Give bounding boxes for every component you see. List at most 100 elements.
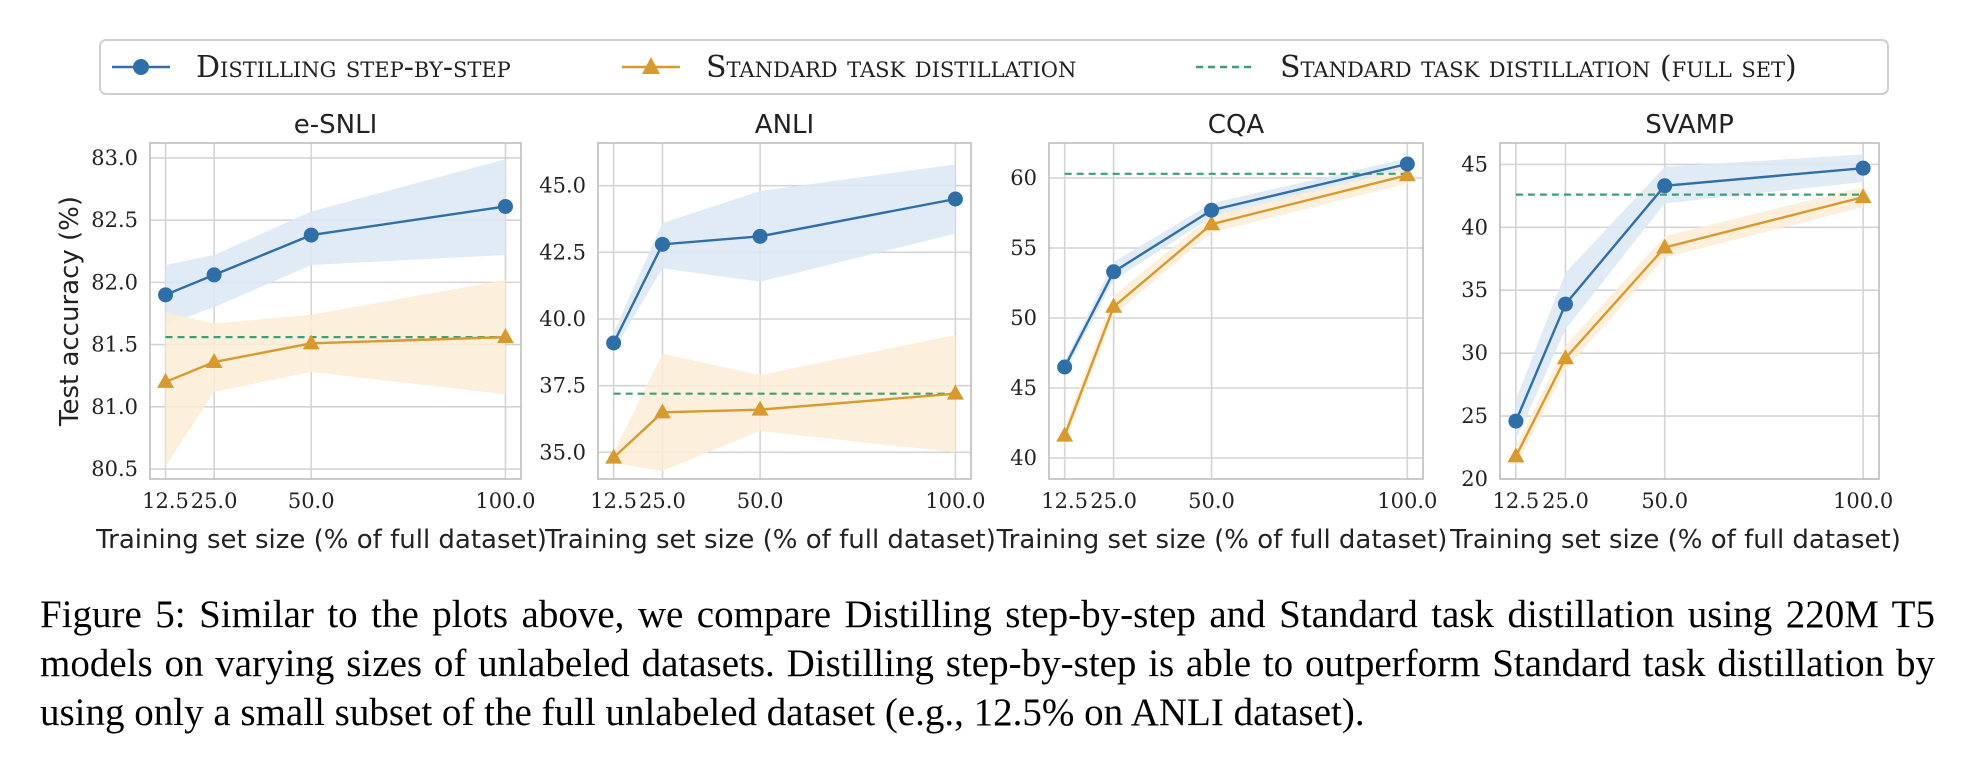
band-standard xyxy=(613,335,956,471)
x-tick-label: 12.5 xyxy=(590,489,637,513)
axes-frame xyxy=(1499,142,1880,480)
x-tick-label: 25.0 xyxy=(1542,489,1589,513)
legend-label-standard: Standard task distillation xyxy=(706,50,1076,85)
y-tick-label: 82.0 xyxy=(91,270,138,294)
band-step-by-step xyxy=(1064,158,1408,373)
figure-caption: Figure 5: Similar to the plots above, we… xyxy=(40,593,1935,734)
point-step-by-step xyxy=(752,228,768,244)
y-tick-label: 42.5 xyxy=(539,240,586,264)
x-tick-label: 12.5 xyxy=(1041,489,1088,513)
series-line-step-by-step xyxy=(612,197,956,344)
point-step-by-step xyxy=(654,236,670,252)
series-line-standard xyxy=(612,392,956,459)
point-standard xyxy=(751,400,769,416)
panel-title-svamp: SVAMP xyxy=(1645,110,1734,140)
x-axis-label: Training set size (% of full dataset) xyxy=(95,525,547,555)
point-step-by-step xyxy=(947,191,963,207)
axes-frame xyxy=(597,142,972,480)
legend-label-step-by-step: Distilling step-by-step xyxy=(196,50,511,85)
figure: Distilling step-by-step Standard task di… xyxy=(55,39,1901,555)
x-tick-label: 100.0 xyxy=(1377,489,1437,513)
point-standard xyxy=(1507,447,1525,463)
band-step-by-step xyxy=(613,164,956,351)
y-tick-label: 35 xyxy=(1461,278,1488,302)
panel-title-cqa: CQA xyxy=(1208,110,1265,140)
y-tick-label: 55 xyxy=(1010,236,1037,260)
band-step-by-step xyxy=(165,159,506,325)
series-line-step-by-step xyxy=(1063,162,1408,368)
point-step-by-step xyxy=(1508,413,1524,429)
point-standard xyxy=(653,403,671,419)
point-step-by-step xyxy=(1399,156,1415,172)
x-tick-label: 25.0 xyxy=(639,489,686,513)
panel-anli: 35.0 37.5 40.0 42.5 45.0 12.5 25.0 50.0 100.0 ANL… xyxy=(539,110,996,555)
y-tick-label: 40 xyxy=(1010,446,1037,470)
point-standard xyxy=(157,372,175,388)
band-standard xyxy=(1515,187,1864,467)
x-tick-label: 12.5 xyxy=(142,489,189,513)
legend-label-full-set: Standard task distillation (full set) xyxy=(1280,50,1797,85)
point-step-by-step xyxy=(1204,202,1220,218)
point-standard xyxy=(1056,426,1074,442)
series-line-standard xyxy=(1063,174,1408,437)
point-step-by-step xyxy=(1855,160,1871,176)
axes-frame xyxy=(149,142,522,480)
series-line-standard xyxy=(1514,195,1864,457)
y-tick-label: 45 xyxy=(1010,376,1037,400)
x-tick-label: 50.0 xyxy=(1641,489,1688,513)
band-standard xyxy=(165,279,506,467)
x-tick-label: 100.0 xyxy=(475,489,535,513)
panel-esnli: 80.5 81.0 81.5 82.0 82.5 83.0 12.5 25.0 50.0 100.… xyxy=(55,110,547,555)
y-tick-label: 60 xyxy=(1010,166,1037,190)
y-tick-label: 30 xyxy=(1461,341,1488,365)
x-tick-label: 100.0 xyxy=(1833,489,1893,513)
point-step-by-step xyxy=(158,287,174,303)
y-axis-label: Test accuracy (%) xyxy=(55,196,85,427)
point-standard xyxy=(1556,349,1574,365)
panel-svamp: 20 25 30 35 40 45 12.5 25.0 50.0 100.0 SVAMP Traini… xyxy=(1449,110,1901,555)
series-line-standard xyxy=(165,335,506,384)
y-tick-label: 40 xyxy=(1461,215,1488,239)
legend-frame xyxy=(99,39,1889,95)
x-tick-label: 25.0 xyxy=(191,489,238,513)
y-tick-label: 25 xyxy=(1461,404,1488,428)
x-axis-label: Training set size (% of full dataset) xyxy=(1449,525,1901,555)
axes-frame xyxy=(1048,142,1424,480)
y-tick-label: 45.0 xyxy=(539,174,586,198)
x-tick-label: 100.0 xyxy=(925,489,985,513)
band-step-by-step xyxy=(1515,154,1864,440)
x-tick-label: 50.0 xyxy=(1188,489,1235,513)
point-standard xyxy=(1854,188,1872,204)
point-step-by-step xyxy=(206,267,222,283)
x-tick-label: 25.0 xyxy=(1090,489,1137,513)
y-tick-label: 83.0 xyxy=(91,146,138,170)
legend-marker-circle-icon xyxy=(133,59,149,75)
y-tick-label: 80.5 xyxy=(91,457,138,481)
point-standard xyxy=(1398,166,1416,182)
point-step-by-step xyxy=(1106,264,1122,280)
y-tick-label: 40.0 xyxy=(539,307,586,331)
x-tick-label: 12.5 xyxy=(1492,489,1539,513)
point-standard xyxy=(496,328,514,344)
panel-cqa: 40 45 50 55 60 12.5 25.0 50.0 100.0 CQA Training s… xyxy=(996,110,1448,555)
point-step-by-step xyxy=(497,198,513,214)
y-tick-label: 50 xyxy=(1010,306,1037,330)
legend: Distilling step-by-step Standard task di… xyxy=(99,39,1889,95)
point-step-by-step xyxy=(1657,178,1673,194)
point-standard xyxy=(302,334,320,350)
point-standard xyxy=(205,353,223,369)
band-standard xyxy=(1064,168,1408,444)
x-axis-label: Training set size (% of full dataset) xyxy=(544,525,996,555)
y-tick-label: 81.0 xyxy=(91,395,138,419)
x-axis-label: Training set size (% of full dataset) xyxy=(996,525,1448,555)
y-tick-label: 35.0 xyxy=(539,440,586,464)
series-line-step-by-step xyxy=(165,205,506,296)
panel-title-anli: ANLI xyxy=(755,110,814,140)
point-step-by-step xyxy=(303,227,319,243)
y-tick-label: 37.5 xyxy=(539,374,586,398)
y-tick-label: 81.5 xyxy=(91,333,138,357)
series-line-step-by-step xyxy=(1514,166,1864,422)
point-standard xyxy=(946,384,964,400)
y-tick-label: 20 xyxy=(1461,467,1488,491)
x-tick-label: 50.0 xyxy=(737,489,784,513)
